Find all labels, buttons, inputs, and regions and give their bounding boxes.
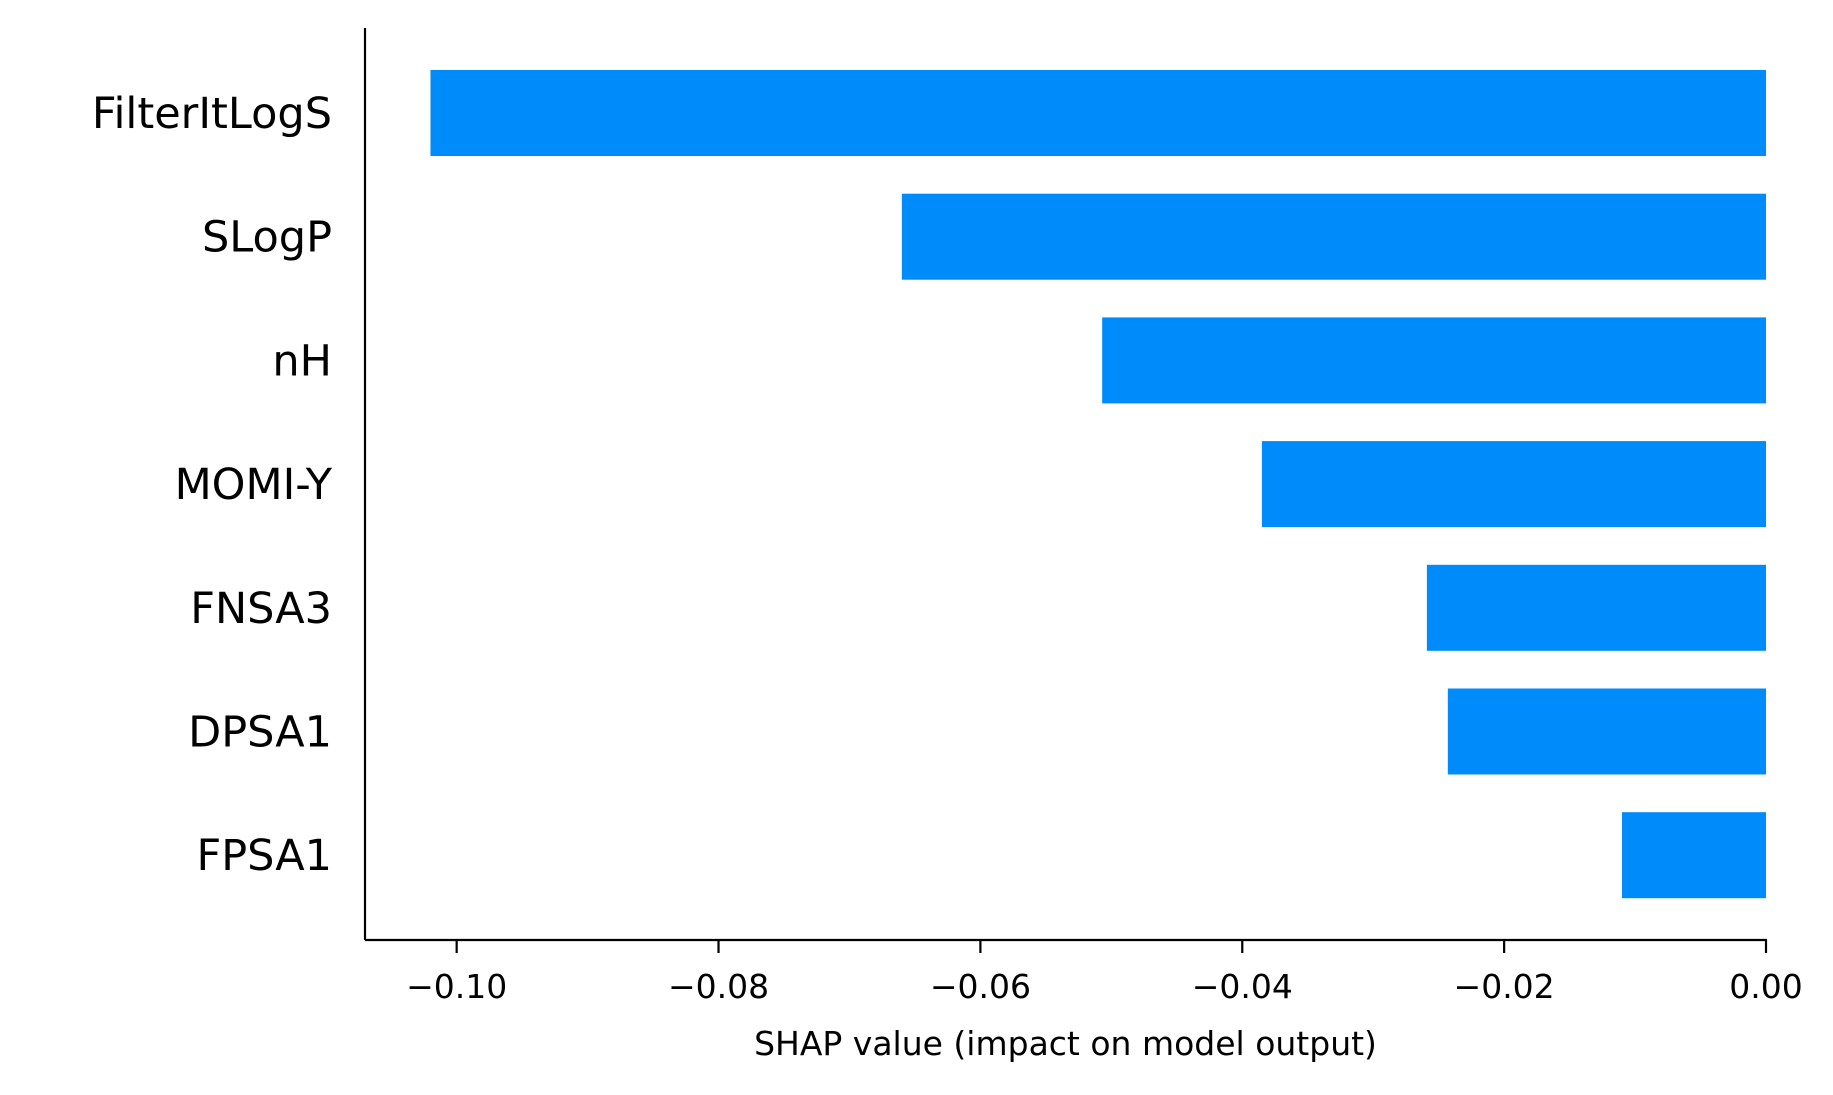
bar-slogp [901, 193, 1766, 280]
x-axis-label: SHAP value (impact on model output) [754, 1024, 1377, 1063]
labels-layer: FilterItLogS SLogP nH MOMI-Y FNSA3 DPSA1 FPSA1… [92, 89, 1803, 1006]
bars-layer [430, 70, 1766, 899]
x-tick-label: −0.02 [1454, 967, 1555, 1006]
bar-nh [1102, 317, 1766, 404]
bar-fpsa1 [1621, 812, 1766, 899]
bar-fnsa3 [1426, 564, 1766, 651]
bar-dpsa1 [1447, 688, 1766, 775]
x-tick-label: −0.06 [930, 967, 1031, 1006]
y-tick-label: nH [272, 336, 332, 386]
y-tick-label: DPSA1 [188, 708, 332, 758]
x-tick-label: 0.00 [1729, 967, 1802, 1006]
x-tick-label: −0.10 [406, 967, 507, 1006]
y-tick-label: SLogP [202, 213, 332, 263]
y-tick-label: MOMI-Y [175, 460, 333, 510]
x-tick-label: −0.08 [668, 967, 769, 1006]
axes-layer [363, 28, 1768, 953]
x-tick-label: −0.04 [1192, 967, 1293, 1006]
bar-filteritlogs [430, 70, 1766, 156]
bar-momi-y [1261, 441, 1766, 528]
y-tick-label: FilterItLogS [92, 89, 332, 139]
y-tick-label: FNSA3 [190, 584, 332, 634]
y-tick-label: FPSA1 [196, 831, 332, 881]
